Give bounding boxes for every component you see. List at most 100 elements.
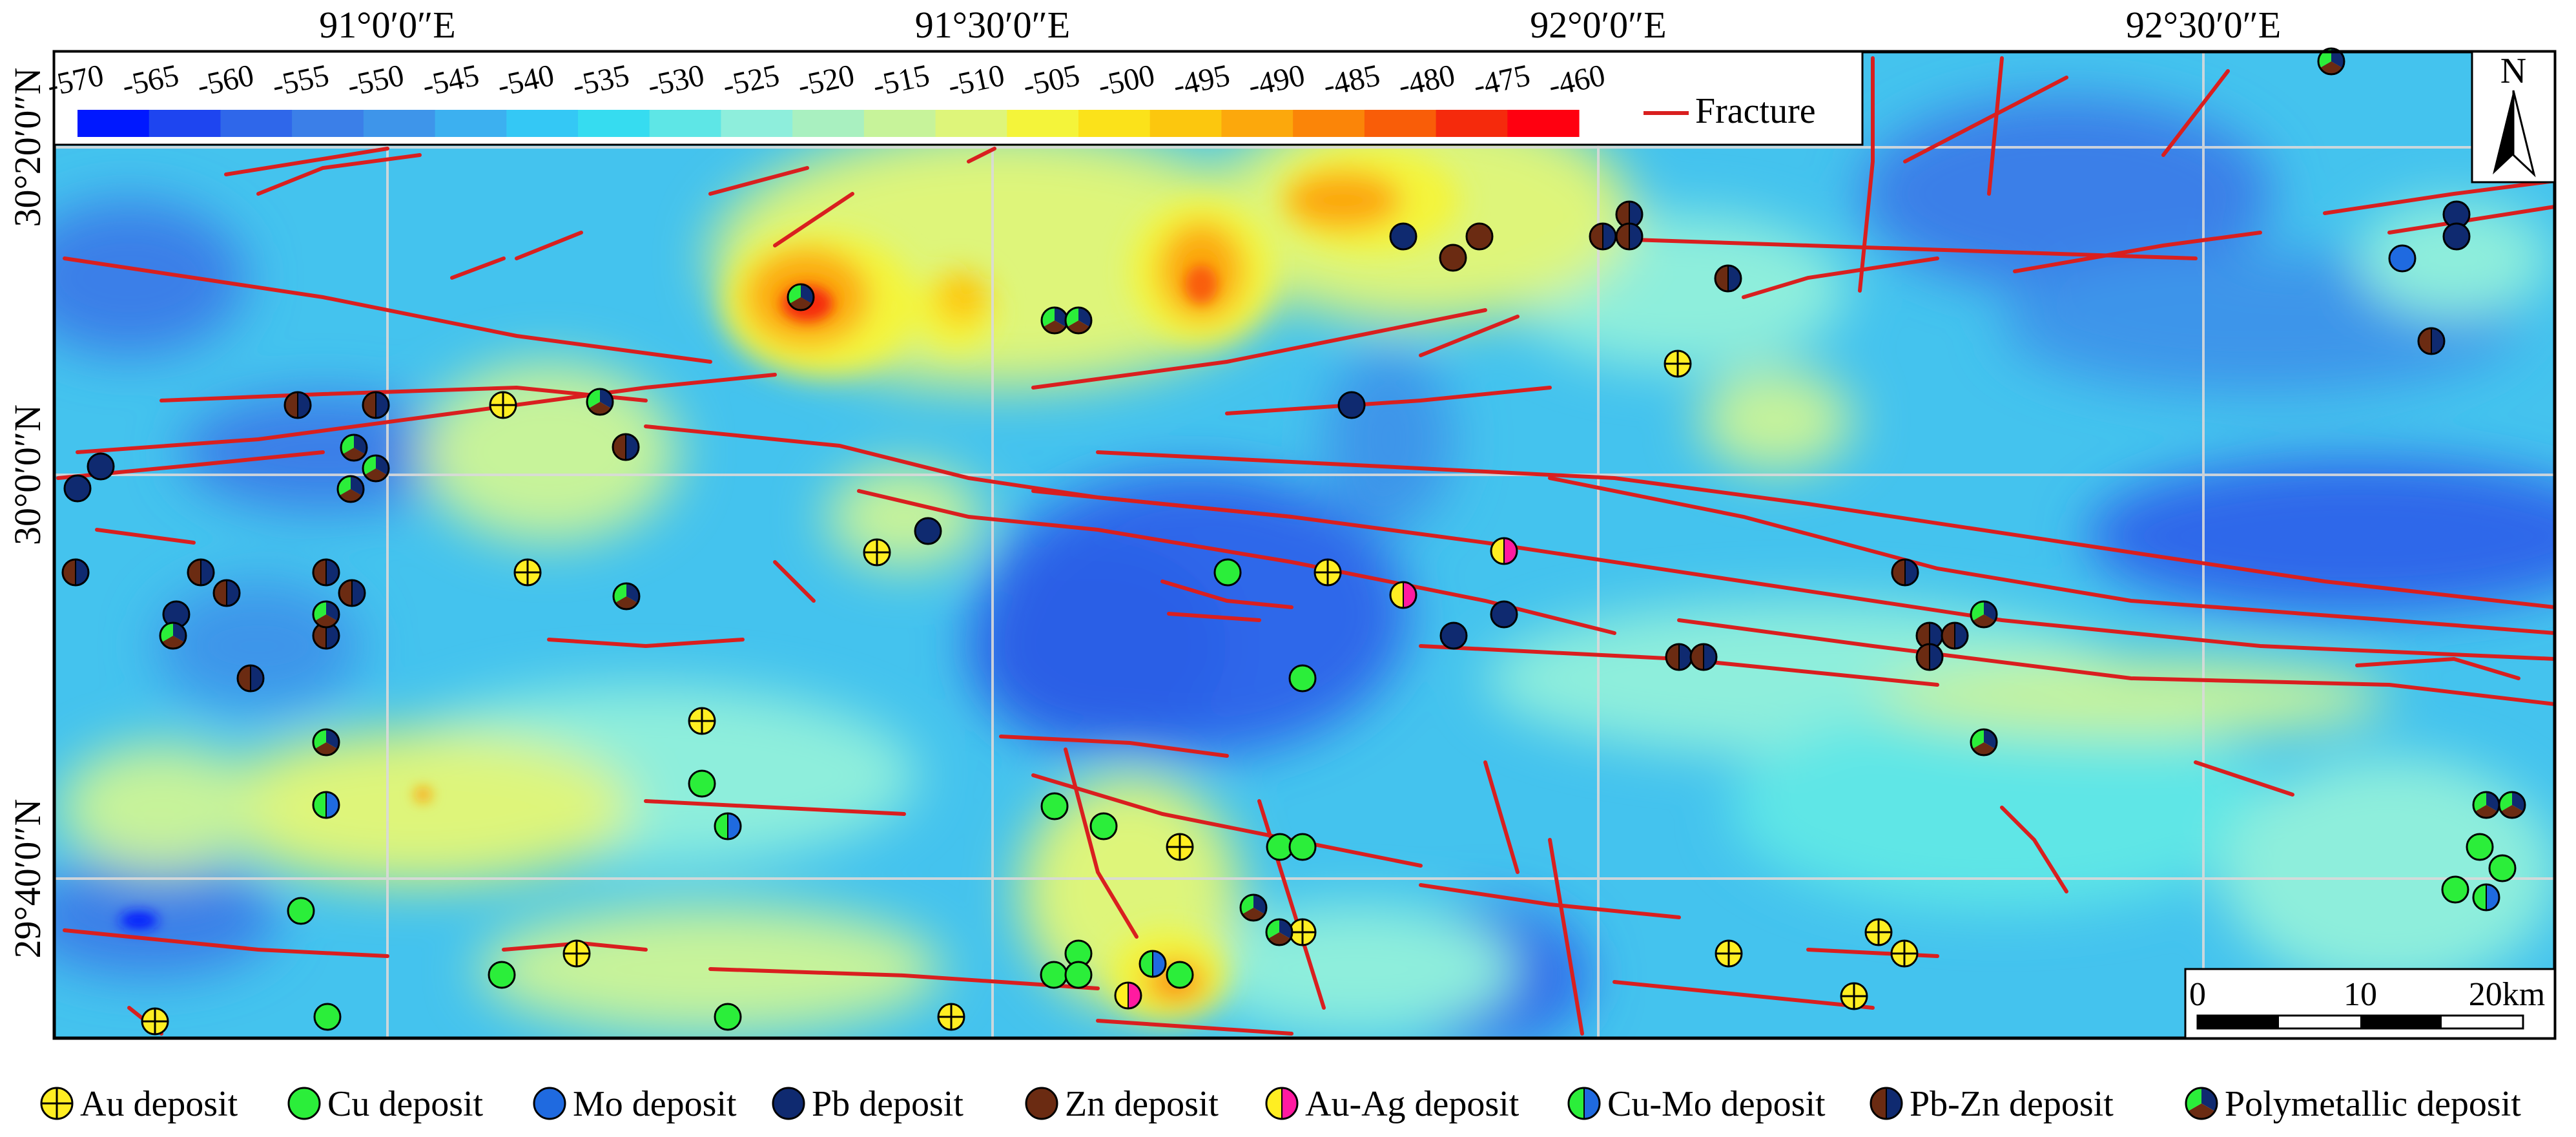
pb-deposit-marker	[87, 452, 115, 481]
pbzn-deposit-marker	[338, 579, 366, 607]
gravity-anomaly-surface	[54, 52, 2555, 1038]
poly-deposit-marker	[787, 283, 815, 311]
pbzn-deposit-marker	[312, 558, 340, 587]
legend-item: Cu-Mo deposit	[1567, 1084, 1826, 1124]
au-deposit-marker	[1314, 558, 1342, 587]
colorbar-swatch	[149, 110, 222, 137]
lon-label: 92°30′0″E	[2126, 4, 2281, 46]
colorbar-swatch	[935, 110, 1007, 137]
cumo-deposit-marker	[714, 812, 742, 840]
pb-deposit-marker	[1439, 621, 1468, 650]
cu-deposit-marker	[714, 1003, 742, 1031]
cu-deposit-marker	[2466, 833, 2494, 861]
pb-deposit-marker	[914, 517, 942, 545]
pbzn-deposit-marker	[1915, 643, 1944, 671]
au-deposit-marker	[141, 1007, 169, 1036]
graticule	[54, 52, 2555, 1038]
poly-deposit-marker	[159, 621, 187, 650]
zn-deposit-marker	[1465, 222, 1494, 251]
colorbar-swatch	[506, 110, 579, 137]
colorbar-swatch	[578, 110, 650, 137]
cumo-deposit-marker	[312, 791, 340, 819]
poly-deposit-marker	[586, 388, 614, 416]
pbzn-deposit-marker	[362, 391, 390, 419]
cumo-deposit-marker	[2472, 883, 2500, 912]
au-deposit-marker	[1840, 982, 1868, 1010]
auag-deposit-marker	[1389, 581, 1417, 609]
pbzn-deposit-marker	[1615, 222, 1643, 251]
poly-deposit-marker	[340, 433, 368, 462]
mo-deposit-icon	[533, 1087, 566, 1120]
legend-label: Pb-Zn deposit	[1910, 1084, 2114, 1124]
legend-item: Cu deposit	[287, 1084, 484, 1124]
poly-deposit-marker	[312, 600, 340, 629]
lon-label: 91°30′0″E	[915, 4, 1070, 46]
pb-zn-deposit-icon	[1870, 1087, 1903, 1120]
fracture-legend-label: Fracture	[1695, 91, 1816, 131]
cu-deposit-marker	[488, 961, 516, 989]
poly-deposit-marker	[1265, 918, 1293, 946]
lat-label: 30°20′0″N	[6, 68, 48, 227]
colorbar-swatch	[292, 110, 364, 137]
pbzn-deposit-marker	[61, 558, 90, 587]
cu-deposit-marker	[688, 769, 716, 798]
pb-deposit-marker	[1389, 222, 1417, 251]
poly-deposit-marker	[1064, 306, 1093, 335]
top-axis-labels: 91°0′0″E 91°30′0″E 92°0′0″E 92°30′0″E	[319, 4, 2281, 46]
deposit-legend: Au deposit Cu deposit Mo deposit Pb deposit…	[40, 1084, 2521, 1124]
legend-label: Mo deposit	[573, 1084, 737, 1124]
colorbar-swatch	[1078, 110, 1151, 137]
cu-deposit-marker	[1213, 558, 1242, 587]
legend-item: Pb deposit	[772, 1084, 963, 1124]
cu-deposit-marker	[1040, 961, 1068, 989]
cu-deposit-marker	[2441, 875, 2469, 904]
map-frame	[52, 47, 2557, 1040]
au-deposit-marker	[489, 391, 517, 419]
au-deposit-marker	[1715, 939, 1743, 968]
colorbar-swatch	[1149, 110, 1222, 137]
au-deposit-marker	[1864, 918, 1893, 946]
pbzn-deposit-marker	[212, 579, 241, 607]
colorbar-swatch	[435, 110, 507, 137]
pbzn-deposit-marker	[187, 558, 215, 587]
legend-label: Cu-Mo deposit	[1607, 1084, 1826, 1124]
pbzn-deposit-marker	[1689, 643, 1718, 671]
pb-deposit-marker	[1490, 600, 1518, 629]
colorbar-swatch	[363, 110, 436, 137]
legend-item: Mo deposit	[533, 1084, 737, 1124]
au-deposit-marker	[937, 1003, 965, 1031]
poly-deposit-marker	[312, 728, 340, 756]
lon-label: 92°0′0″E	[1530, 4, 1666, 46]
poly-deposit-marker	[336, 475, 365, 503]
pbzn-deposit-marker	[1941, 621, 1969, 650]
legend-item: Polymetallic deposit	[2185, 1084, 2521, 1124]
colorbar-swatch	[1507, 110, 1580, 137]
au-deposit-marker	[1288, 918, 1317, 946]
colorbar-panel: -570 -565 -560 -555 -550 -545 -540 -535 -530 -525…	[44, 50, 1864, 146]
left-axis-labels: 30°20′0″N 30°0′0″N 29°40′0″N	[6, 68, 48, 959]
cu-deposit-marker	[1089, 812, 1118, 840]
cu-deposit-icon	[287, 1087, 321, 1120]
scale-label-10: 10	[2344, 976, 2377, 1013]
cu-deposit-marker	[1288, 833, 1317, 861]
au-deposit-marker	[562, 939, 591, 968]
deposit-markers	[61, 47, 2526, 1036]
pbzn-deposit-marker	[1615, 200, 1643, 229]
lat-label: 30°0′0″N	[6, 404, 48, 545]
scale-label-0: 0	[2189, 976, 2206, 1013]
mo-deposit-marker	[2388, 244, 2416, 273]
au-deposit-marker	[1664, 349, 1692, 378]
legend-label: Pb deposit	[812, 1084, 963, 1124]
legend-item: Pb-Zn deposit	[1870, 1084, 2114, 1124]
legend-item: Au-Ag deposit	[1265, 1084, 1520, 1124]
north-label: N	[2500, 51, 2526, 91]
colorbar-swatch	[1364, 110, 1437, 137]
colorbar-swatch	[77, 110, 150, 137]
zn-deposit-marker	[1439, 244, 1467, 272]
zn-deposit-icon	[1025, 1087, 1058, 1120]
north-arrow-icon: N	[2471, 50, 2556, 183]
cu-deposit-marker	[1166, 961, 1194, 989]
legend-label: Au deposit	[80, 1084, 238, 1124]
scale-label-20km: 20km	[2469, 976, 2545, 1013]
poly-deposit-marker	[362, 454, 390, 483]
